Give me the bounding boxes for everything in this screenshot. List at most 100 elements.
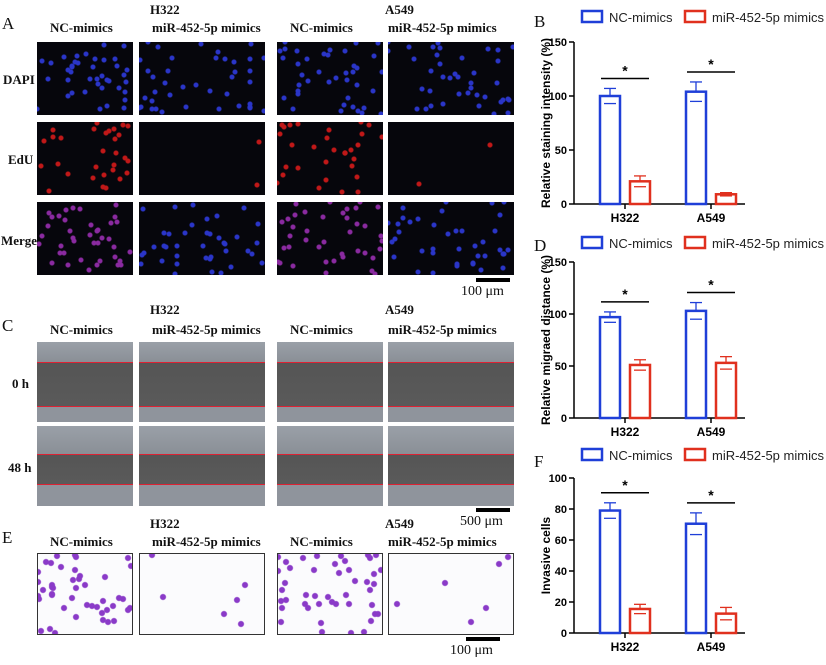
x-tick-label: A549 <box>697 211 726 225</box>
micrograph-dapi <box>139 42 265 115</box>
col-label: NC-mimics <box>50 322 113 337</box>
col-label: NC-mimics <box>50 20 113 35</box>
cell-label-h322: H322 <box>150 302 180 317</box>
micrograph-edu <box>277 122 383 195</box>
bar-nc <box>598 94 622 206</box>
col-label: miR-452-5p mimics <box>152 534 261 549</box>
y-axis-label: Relative staining intensity (%) <box>539 38 553 208</box>
wound-image-0h <box>388 342 514 422</box>
significance-star: * <box>708 56 714 72</box>
bar-nc <box>684 90 708 206</box>
bar-mimic <box>714 361 738 420</box>
row-label-dapi: DAPI <box>3 72 35 87</box>
y-tick-label: 50 <box>555 361 567 373</box>
legend-swatch-mimic <box>683 447 707 462</box>
bar-mimic <box>628 180 652 206</box>
x-tick-label: A549 <box>697 640 726 654</box>
scale-label-a: 100 μm <box>461 284 504 299</box>
bar-nc <box>684 522 708 635</box>
row-label-48h: 48 h <box>8 460 32 475</box>
scale-label-e: 100 μm <box>450 643 493 658</box>
micrograph-merge <box>139 202 265 275</box>
wound-image-0h <box>277 342 383 422</box>
scale-bar <box>476 278 510 282</box>
scale-bar <box>466 637 500 641</box>
legend-swatch-nc <box>580 235 604 250</box>
bar-nc <box>598 509 622 635</box>
wound-image-48h <box>388 426 514 506</box>
micrograph-merge <box>277 202 383 275</box>
legend-label-mimic: miR-452-5p mimics <box>712 448 824 463</box>
y-tick-label: 0 <box>561 413 567 425</box>
micrograph-merge <box>37 202 133 275</box>
significance-star: * <box>622 477 628 493</box>
col-label: NC-mimics <box>290 20 353 35</box>
panel-label-b: B <box>534 12 546 31</box>
bar-nc <box>598 315 622 420</box>
micrograph-dapi <box>388 42 514 115</box>
y-tick-label: 50 <box>555 145 567 157</box>
y-tick-label: 100 <box>549 473 567 485</box>
legend-swatch-nc <box>580 9 604 24</box>
panel-label-f: F <box>534 452 544 471</box>
y-tick-label: 0 <box>561 628 567 640</box>
significance-star: * <box>708 277 714 293</box>
cell-label-h322: H322 <box>150 516 180 531</box>
cell-label-h322: H322 <box>150 2 180 17</box>
legend-label-mimic: miR-452-5p mimics <box>712 10 824 25</box>
col-label: miR-452-5p mimics <box>152 322 261 337</box>
y-tick-label: 80 <box>555 504 567 516</box>
significance-star: * <box>708 487 714 503</box>
y-tick-label: 150 <box>549 257 567 269</box>
y-tick-label: 20 <box>555 597 567 609</box>
col-label: NC-mimics <box>290 322 353 337</box>
cell-label-a549: A549 <box>385 302 414 317</box>
wound-image-48h <box>277 426 383 506</box>
legend-label-mimic: miR-452-5p mimics <box>712 236 824 251</box>
panel-label-e: E <box>2 528 13 547</box>
bar-mimic <box>628 363 652 420</box>
y-tick-label: 0 <box>561 199 567 211</box>
legend-swatch-mimic <box>683 9 707 24</box>
y-tick-label: 100 <box>549 309 567 321</box>
y-tick-label: 150 <box>549 37 567 49</box>
legend-label-nc: NC-mimics <box>609 236 673 251</box>
row-label-0h: 0 h <box>12 376 29 391</box>
transwell-image <box>37 553 133 635</box>
x-tick-label: H322 <box>611 425 640 439</box>
bar-mimic <box>628 607 652 635</box>
x-tick-label: H322 <box>611 211 640 225</box>
bar-nc <box>684 309 708 420</box>
legend-label-nc: NC-mimics <box>609 448 673 463</box>
wound-image-48h <box>139 426 265 506</box>
legend-label-nc: NC-mimics <box>609 10 673 25</box>
significance-star: * <box>622 286 628 302</box>
col-label: miR-452-5p mimics <box>152 20 261 35</box>
row-label-edu: EdU <box>8 152 34 167</box>
y-tick-label: 100 <box>549 91 567 103</box>
micrograph-dapi <box>37 42 133 115</box>
col-label: NC-mimics <box>290 534 353 549</box>
micrograph-dapi <box>277 42 383 115</box>
col-label: miR-452-5p mimics <box>388 534 497 549</box>
x-tick-label: A549 <box>697 425 726 439</box>
micrograph-merge <box>388 202 514 275</box>
y-tick-label: 60 <box>555 535 567 547</box>
significance-star: * <box>622 62 628 78</box>
scale-label-c: 500 μm <box>460 514 503 529</box>
wound-image-48h <box>37 426 133 506</box>
legend-swatch-mimic <box>683 235 707 250</box>
panel-label-a: A <box>2 14 15 33</box>
legend-swatch-nc <box>580 447 604 462</box>
cell-label-a549: A549 <box>385 516 414 531</box>
micrograph-edu <box>388 122 514 195</box>
row-label-merge: Merge <box>1 233 38 248</box>
micrograph-edu <box>139 122 265 195</box>
wound-image-0h <box>37 342 133 422</box>
micrograph-edu <box>37 122 133 195</box>
y-tick-label: 40 <box>555 566 567 578</box>
transwell-image <box>139 553 265 635</box>
wound-image-0h <box>139 342 265 422</box>
